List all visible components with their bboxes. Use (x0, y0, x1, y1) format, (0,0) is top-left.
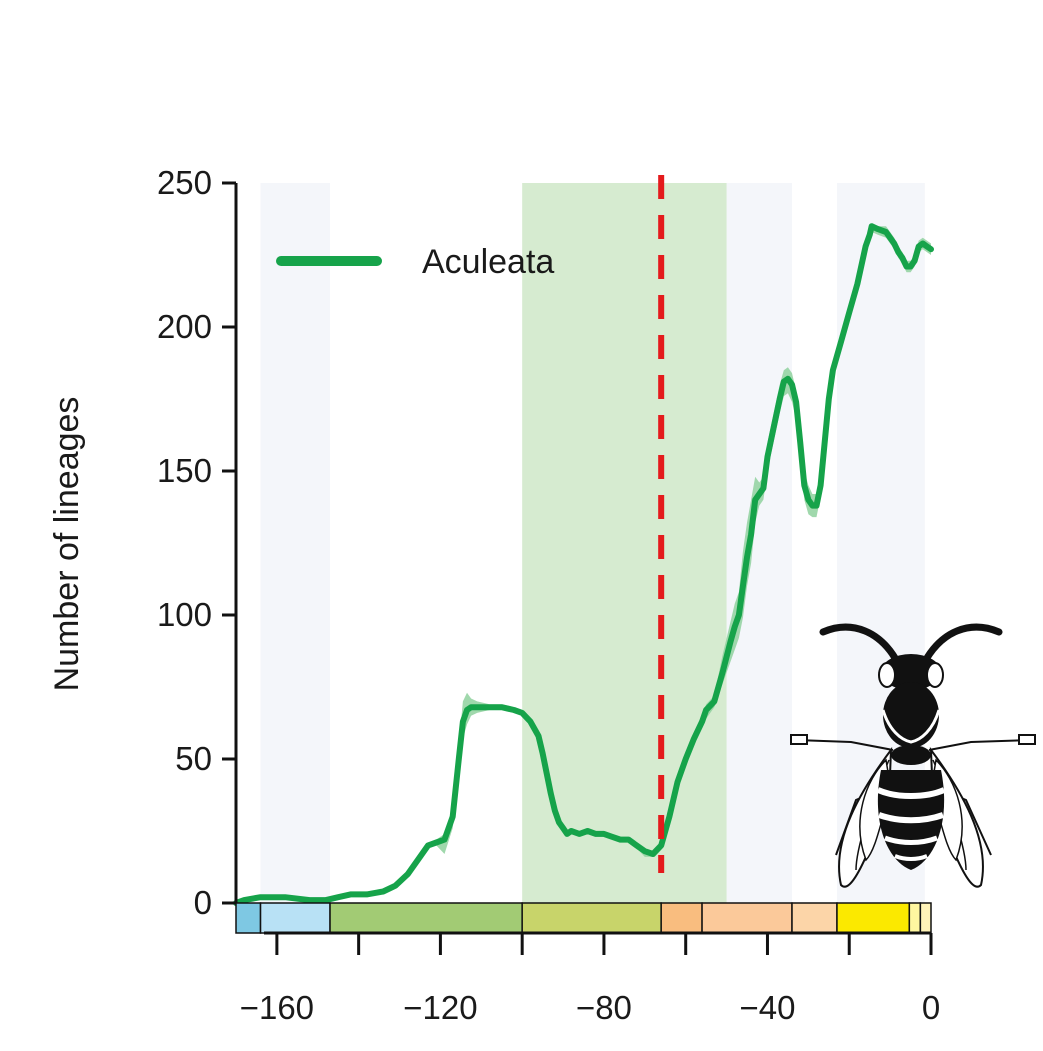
timescale-period-1 (259, 902, 331, 934)
highlight-band (522, 183, 727, 903)
x-tick-label: −40 (739, 989, 795, 1026)
timescale-period-7 (836, 902, 911, 934)
y-tick-label: 50 (175, 740, 212, 777)
y-tick-label: 100 (157, 596, 212, 633)
y-tick-label: 150 (157, 452, 212, 489)
series-line-0 (233, 223, 934, 906)
y-axis-label: Number of lineages (48, 397, 86, 692)
timescale-period-0 (235, 902, 262, 934)
timescale-period-2 (329, 902, 523, 934)
x-tick-label: −120 (403, 989, 477, 1026)
legend: Aculeata (276, 243, 554, 281)
wasp-icon (790, 623, 1036, 888)
timescale-period-4 (660, 902, 703, 934)
timescale-period-3 (521, 902, 662, 934)
faint-band-1 (726, 183, 792, 903)
timescale-period-5 (701, 902, 793, 934)
background-bands (260, 183, 925, 903)
faint-band-0 (260, 183, 331, 903)
x-tick-label: −160 (240, 989, 314, 1026)
x-tick-label: −80 (576, 989, 632, 1026)
axes: 0 50 100 150 200 250 (157, 164, 238, 921)
y-tick-label: 200 (157, 308, 212, 345)
series-lines (233, 223, 934, 906)
timescale-period-9 (919, 902, 932, 934)
legend-label: Aculeata (422, 243, 554, 281)
y-tick-label: 250 (157, 164, 212, 201)
geologic-timescale: −160 −120 −80 −40 0 (235, 902, 940, 1026)
y-tick-label: 0 (194, 884, 212, 921)
x-tick-label: 0 (922, 989, 940, 1026)
timescale-period-8 (908, 902, 922, 934)
timescale-period-6 (791, 902, 838, 934)
